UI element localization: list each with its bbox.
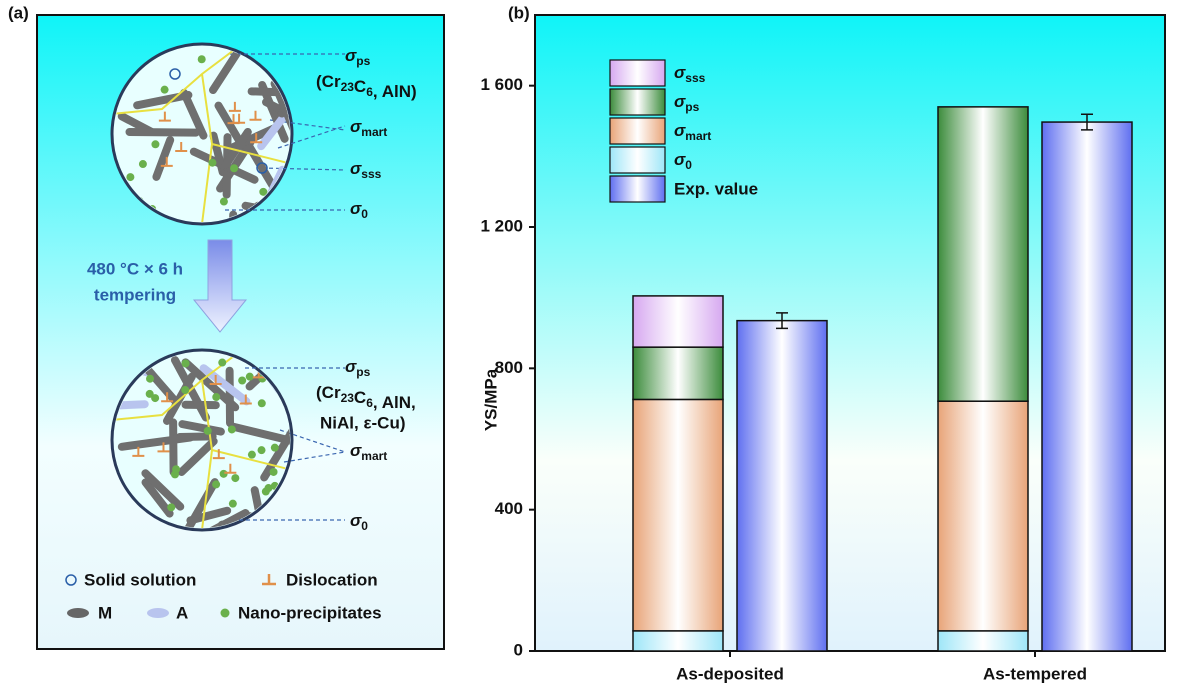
martensite: [129, 132, 196, 133]
precipitate: [139, 160, 147, 168]
y-tick-label: 1 600: [480, 75, 523, 94]
legend-icon: [221, 609, 230, 618]
page: {"panel_labels":["(a)","(b)"], "schemati…: [0, 0, 1190, 689]
precipitate: [171, 470, 179, 478]
legend-icon: [67, 608, 89, 618]
legend-swatch: [610, 89, 665, 115]
y-tick-label: 0: [514, 640, 523, 659]
legend-label: Solid solution: [84, 570, 196, 589]
precipitate: [271, 444, 279, 452]
precipitate: [230, 164, 238, 172]
precipitate: [218, 359, 226, 367]
precipitate: [182, 359, 190, 367]
precipitate: [258, 399, 266, 407]
legend-label: Nano-precipitates: [238, 603, 382, 622]
bar-segment: [938, 107, 1028, 401]
legend-label: M: [98, 603, 112, 622]
precipitate: [212, 480, 220, 488]
process: 480 °C × 6 h: [87, 259, 183, 278]
precipitate: [229, 500, 237, 508]
bar: [1042, 122, 1132, 651]
legend-icon: [147, 608, 169, 618]
precipitate: [262, 488, 270, 496]
x-tick-label: As-tempered: [983, 664, 1087, 683]
legend-swatch: [610, 176, 665, 202]
bar: [737, 321, 827, 651]
precipitate: [146, 375, 154, 383]
bar-segment: [633, 296, 723, 347]
precipitate: [151, 140, 159, 148]
precipitate: [258, 446, 266, 454]
x-tick-label: As-deposited: [676, 664, 784, 683]
figure: (a) (b) σps (Cr23C6, AlN) σmart σsss σ0 …: [0, 0, 1190, 689]
legend-swatch: [610, 118, 665, 144]
precipitate: [204, 427, 212, 435]
label: NiAl, ε-Cu): [320, 413, 406, 432]
bar-segment: [633, 631, 723, 651]
precipitate: [220, 470, 228, 478]
precipitate: [208, 159, 216, 167]
bar-segment: [938, 401, 1028, 631]
legend-label: A: [176, 603, 188, 622]
panel-label: (a): [8, 3, 29, 22]
precipitate: [238, 376, 246, 384]
precipitate: [220, 198, 228, 206]
y-tick-label: 800: [495, 358, 523, 377]
legend-label: Exp. value: [674, 179, 758, 198]
precipitate: [198, 55, 206, 63]
precipitate: [161, 86, 169, 94]
y-tick-label: 400: [495, 499, 523, 518]
precipitate: [231, 474, 239, 482]
bar-segment: [938, 631, 1028, 651]
precipitate: [228, 425, 236, 433]
precipitate: [167, 503, 175, 511]
y-tick-label: 1 200: [480, 216, 523, 235]
precipitate: [246, 373, 254, 381]
legend-label: Dislocation: [286, 570, 378, 589]
precipitate: [181, 386, 189, 394]
legend-swatch: [610, 60, 665, 86]
precipitate: [212, 393, 220, 401]
process: tempering: [94, 285, 176, 304]
bar-segment: [633, 347, 723, 399]
bar-segment: [633, 399, 723, 630]
precipitate: [146, 390, 154, 398]
precipitate: [126, 173, 134, 181]
legend-swatch: [610, 147, 665, 173]
y-axis-label: YS/MPa: [481, 368, 500, 431]
precipitate: [270, 468, 278, 476]
precipitate: [248, 451, 256, 459]
panel-label: (b): [508, 3, 530, 22]
